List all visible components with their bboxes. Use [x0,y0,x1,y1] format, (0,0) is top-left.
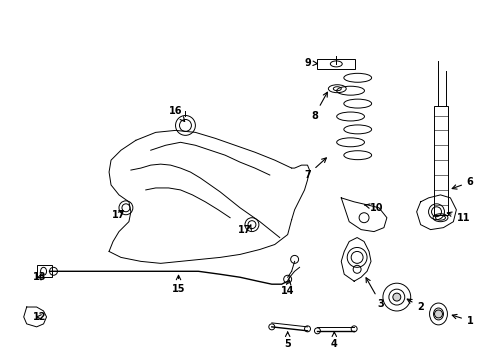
Text: 6: 6 [452,177,474,189]
Text: 2: 2 [407,299,424,312]
Text: 15: 15 [172,275,185,294]
Text: 3: 3 [366,278,384,309]
Text: 16: 16 [169,105,185,121]
Text: 17: 17 [238,225,252,235]
Bar [37,265,51,277]
Text: 5: 5 [284,332,291,349]
Text: 4: 4 [331,332,338,349]
Text: 10: 10 [365,203,384,213]
Bar [434,105,448,215]
Text: 9: 9 [304,58,318,68]
Text: 17: 17 [112,210,126,220]
Text: 1: 1 [452,314,474,326]
Circle shape [435,310,442,318]
Text: 13: 13 [33,272,47,282]
Text: 7: 7 [304,158,326,180]
Circle shape [393,293,401,301]
Text: 8: 8 [311,92,327,121]
Text: 11: 11 [447,212,470,223]
Bar [318,59,355,69]
Text: 12: 12 [33,312,47,322]
Text: 14: 14 [281,280,294,296]
